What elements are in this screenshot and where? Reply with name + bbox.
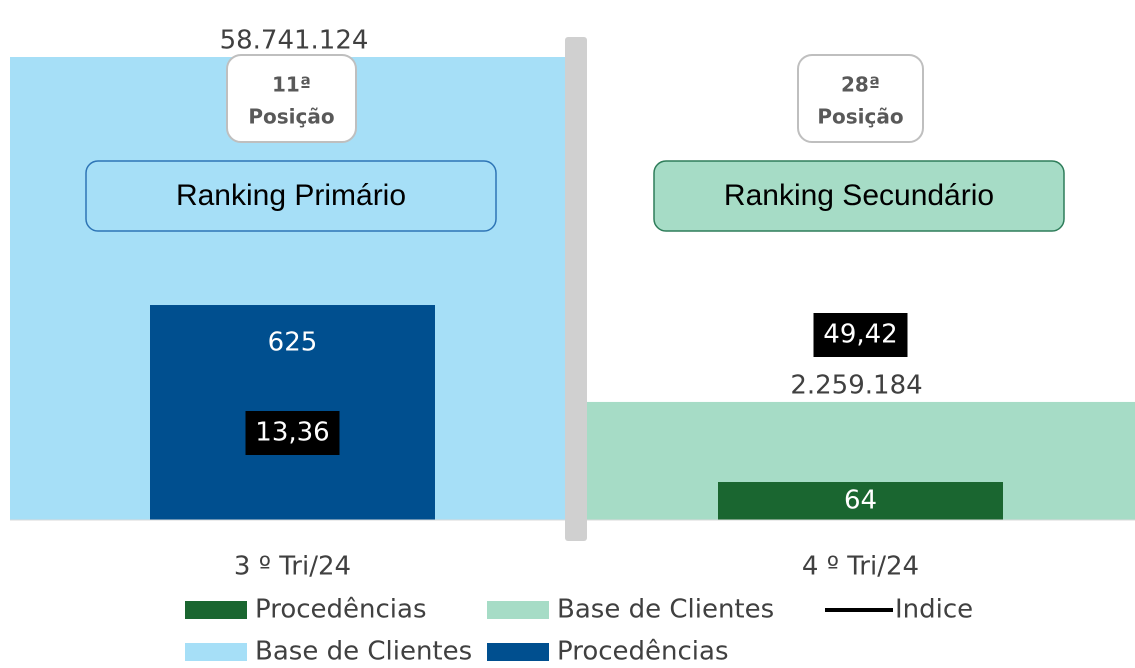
legend-swatch: [487, 643, 549, 661]
ranking-box: [653, 160, 1065, 232]
legend-label: Indice: [895, 595, 973, 625]
index-label: 13,36: [255, 418, 329, 448]
position-badge: [797, 54, 924, 143]
position-badge: [226, 54, 357, 143]
legend-label: Procedências: [557, 637, 729, 667]
legend-label: Base de Clientes: [255, 637, 472, 667]
position-text: 11ª: [272, 73, 311, 97]
index-label: 49,42: [823, 320, 897, 350]
ranking-label: Ranking Primário: [176, 179, 406, 212]
legend-swatch: [487, 601, 549, 619]
legend-label: Procedências: [255, 595, 427, 625]
value-label: 625: [268, 328, 318, 358]
bar: [718, 482, 1003, 520]
position-text: Posição: [817, 105, 903, 129]
position-text: 28ª: [841, 73, 880, 97]
legend-label: Base de Clientes: [557, 595, 774, 625]
ranking-box: [85, 160, 497, 232]
value-label: 58.741.124: [220, 26, 369, 56]
legend-swatch: [185, 643, 247, 661]
x-tick-label: 4 º Tri/24: [802, 552, 919, 582]
divider: [565, 37, 587, 541]
index-box: [813, 313, 908, 357]
position-text: Posição: [248, 105, 334, 129]
legend-swatch: [185, 601, 247, 619]
x-tick-label: 3 º Tri/24: [234, 552, 351, 582]
ranking-label: Ranking Secundário: [724, 179, 994, 212]
value-label: 2.259.184: [790, 370, 922, 400]
value-label: 64: [844, 486, 877, 516]
index-box: [245, 411, 340, 455]
